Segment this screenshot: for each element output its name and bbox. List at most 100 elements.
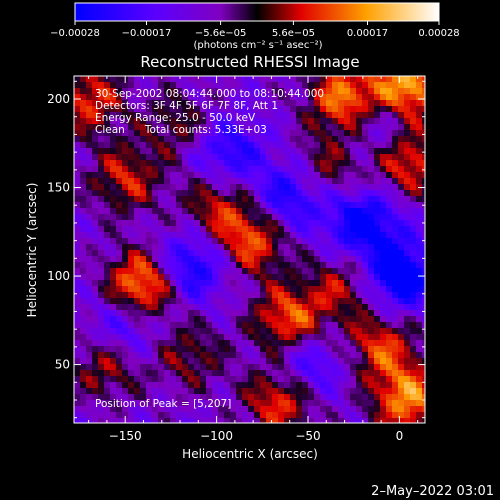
heatmap-cell [236, 382, 242, 388]
heatmap-cell [194, 112, 200, 118]
heatmap-cell [344, 208, 350, 214]
heatmap-cell [206, 106, 212, 112]
heatmap-cell [218, 124, 224, 130]
heatmap-cell [194, 418, 200, 423]
heatmap-cell [338, 106, 344, 112]
heatmap-cell [278, 214, 284, 220]
heatmap-cell [398, 352, 404, 358]
heatmap-cell [200, 304, 206, 310]
heatmap-cell [266, 334, 272, 340]
heatmap-cell [416, 184, 422, 190]
heatmap-cell [170, 160, 176, 166]
heatmap-cell [248, 262, 254, 268]
heatmap-cell [122, 130, 128, 136]
heatmap-cell [272, 250, 278, 256]
heatmap-cell [146, 322, 152, 328]
heatmap-cell [92, 178, 98, 184]
heatmap-cell [212, 88, 218, 94]
heatmap-cell [170, 298, 176, 304]
heatmap-cell [248, 232, 254, 238]
heatmap-cell [290, 250, 296, 256]
heatmap-cell [104, 334, 110, 340]
heatmap-cell [290, 142, 296, 148]
heatmap-cell [422, 142, 425, 148]
heatmap-cell [416, 304, 422, 310]
heatmap-cell [98, 76, 104, 82]
heatmap-cell [398, 412, 404, 418]
heatmap-cell [230, 346, 236, 352]
heatmap-cell [224, 82, 230, 88]
heatmap-cell [410, 388, 416, 394]
heatmap-cell [308, 208, 314, 214]
heatmap-cell [272, 130, 278, 136]
heatmap-cell [302, 370, 308, 376]
heatmap-cell [194, 256, 200, 262]
heatmap-cell [122, 136, 128, 142]
heatmap-cell [92, 94, 98, 100]
heatmap-cell [290, 154, 296, 160]
heatmap-cell [332, 94, 338, 100]
heatmap-cell [176, 388, 182, 394]
heatmap-cell [368, 364, 374, 370]
heatmap-cell [92, 406, 98, 412]
heatmap-cell [176, 76, 182, 82]
heatmap-cell [398, 82, 404, 88]
heatmap-cell [134, 382, 140, 388]
heatmap-cell [284, 412, 290, 418]
heatmap-cell [122, 202, 128, 208]
heatmap-cell [74, 358, 80, 364]
heatmap-cell [188, 154, 194, 160]
heatmap-cell [302, 136, 308, 142]
heatmap-cell [422, 106, 425, 112]
heatmap-cell [146, 394, 152, 400]
heatmap-cell [416, 82, 422, 88]
heatmap-cell [164, 364, 170, 370]
heatmap-cell [224, 160, 230, 166]
heatmap-cell [302, 196, 308, 202]
heatmap-cell [392, 406, 398, 412]
heatmap-cell [224, 352, 230, 358]
heatmap-cell [140, 172, 146, 178]
heatmap-cell [236, 358, 242, 364]
heatmap-cell [266, 184, 272, 190]
heatmap-cell [164, 334, 170, 340]
heatmap-cell [158, 106, 164, 112]
heatmap-cell [122, 178, 128, 184]
heatmap-cell [392, 196, 398, 202]
heatmap-cell [116, 250, 122, 256]
heatmap-cell [98, 118, 104, 124]
heatmap-cell [332, 298, 338, 304]
heatmap-cell [200, 172, 206, 178]
heatmap-cell [128, 94, 134, 100]
heatmap-cell [416, 310, 422, 316]
heatmap-cell [332, 274, 338, 280]
heatmap-cell [122, 388, 128, 394]
heatmap-cell [242, 124, 248, 130]
heatmap-cell [326, 412, 332, 418]
heatmap-cell [194, 328, 200, 334]
heatmap-cell [338, 268, 344, 274]
heatmap-cell [368, 220, 374, 226]
heatmap-cell [146, 214, 152, 220]
heatmap-cell [356, 304, 362, 310]
heatmap-cell [182, 76, 188, 82]
heatmap-cell [140, 346, 146, 352]
heatmap-cell [308, 406, 314, 412]
heatmap-cell [236, 130, 242, 136]
heatmap-cell [320, 214, 326, 220]
heatmap-cell [410, 394, 416, 400]
heatmap-cell [134, 358, 140, 364]
heatmap-cell [170, 376, 176, 382]
heatmap-cell [86, 118, 92, 124]
heatmap-cell [326, 250, 332, 256]
heatmap-cell [362, 268, 368, 274]
heatmap-cell [230, 184, 236, 190]
heatmap-cell [278, 124, 284, 130]
heatmap-cell [98, 274, 104, 280]
heatmap-cell [284, 82, 290, 88]
heatmap-cell [368, 178, 374, 184]
heatmap-cell [326, 178, 332, 184]
heatmap-cell [86, 220, 92, 226]
heatmap-cell [338, 394, 344, 400]
heatmap-cell [260, 118, 266, 124]
